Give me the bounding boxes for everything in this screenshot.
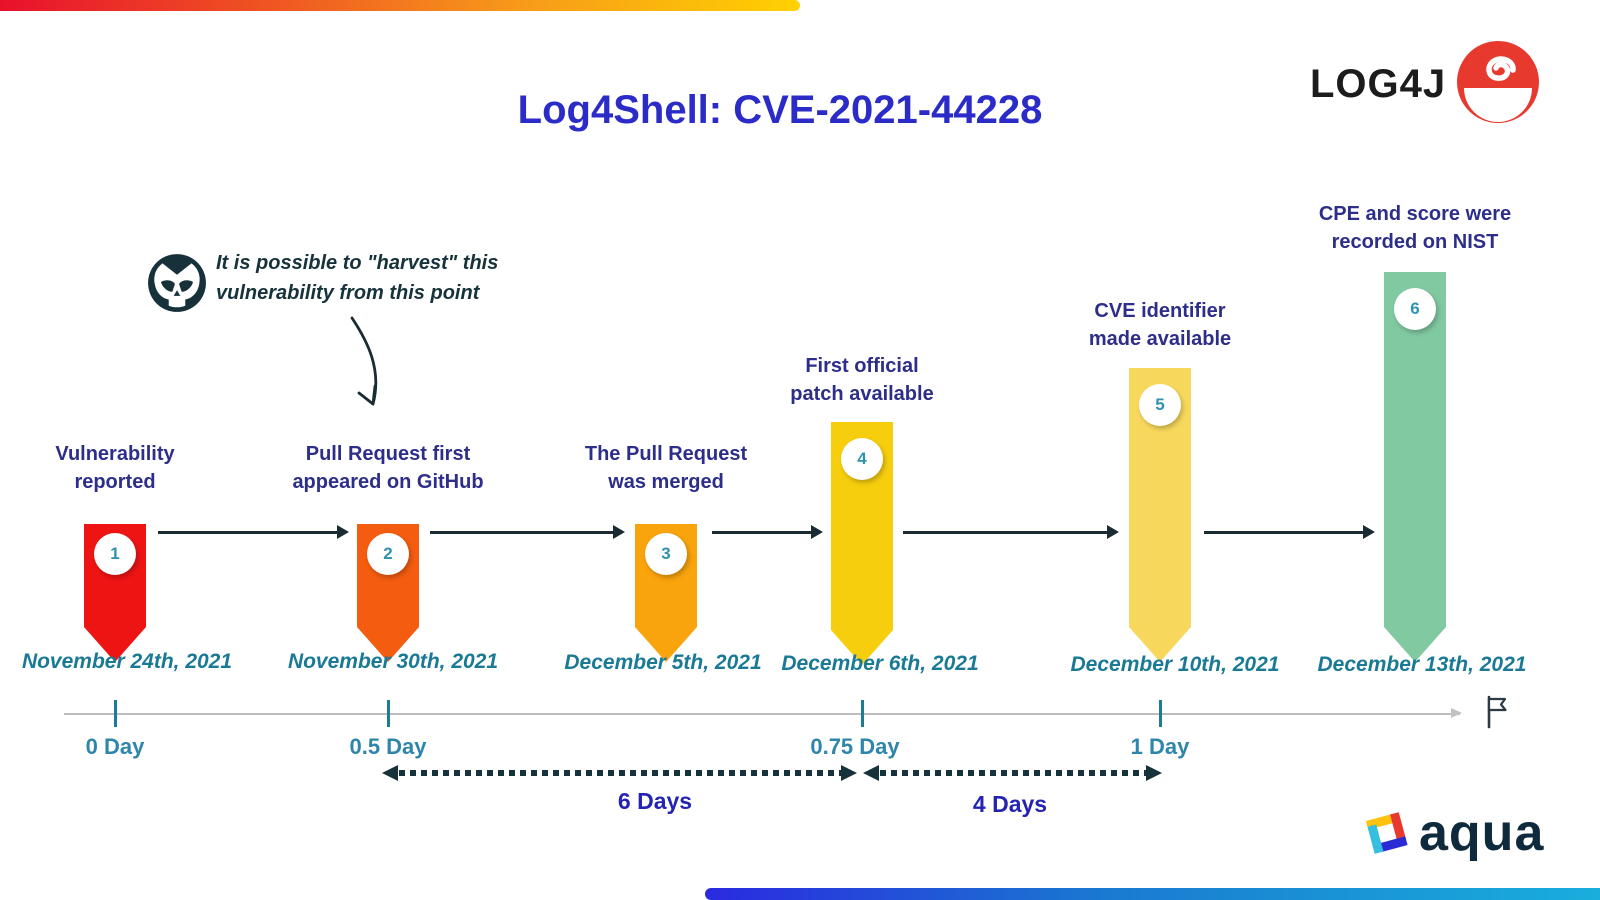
page-title: Log4Shell: CVE-2021-44228 xyxy=(517,88,1043,132)
axis-tick-3 xyxy=(861,700,864,727)
log4j-logo-text: LOG4J xyxy=(1310,62,1447,106)
connector-arrow-3-4 xyxy=(712,525,823,539)
banner-1-tip xyxy=(84,627,146,662)
marker-3-number-badge: 3 xyxy=(645,533,687,575)
event-label-4-line1: First official xyxy=(805,355,919,377)
annotation-line-2: vulnerability from this point xyxy=(216,282,480,304)
event-date-2: November 30th, 2021 xyxy=(287,650,499,673)
marker-2-number-badge: 2 xyxy=(367,533,409,575)
event-label-4: First official patch available xyxy=(752,352,972,408)
marker-5-number-badge: 5 xyxy=(1139,384,1181,426)
banner-3-tip xyxy=(635,627,697,662)
banner-5-tip xyxy=(1129,627,1191,662)
log4j-logo: LOG4J xyxy=(1310,40,1540,129)
duration-arrow-4-days-left-head xyxy=(863,765,879,781)
axis-tick-1 xyxy=(114,700,117,727)
day-label-1: 1 Day xyxy=(1130,734,1190,759)
curved-arrow-icon xyxy=(338,316,408,421)
timeline-marker-5: 5 xyxy=(1129,368,1191,662)
banner-6 xyxy=(1384,272,1446,627)
timeline-marker-2: 2 xyxy=(357,524,419,662)
day-label-05: 0.5 Day xyxy=(349,734,427,759)
day-label-0: 0 Day xyxy=(85,734,145,759)
event-label-3: The Pull Request was merged xyxy=(556,440,776,496)
aqua-logo-text: aqua xyxy=(1419,804,1545,862)
bottom-gradient-bar xyxy=(705,888,1600,900)
timeline-marker-1: 1 xyxy=(84,524,146,662)
event-date-3: December 5th, 2021 xyxy=(564,651,762,674)
marker-1-number-badge: 1 xyxy=(94,533,136,575)
duration-label-6-days: 6 Days xyxy=(617,788,693,814)
duration-arrow-6-days xyxy=(399,770,841,776)
aqua-logo: aqua xyxy=(1364,804,1545,863)
finish-flag-icon xyxy=(1482,694,1514,735)
timeline-marker-3: 3 xyxy=(635,524,697,662)
axis-tick-4 xyxy=(1159,700,1162,727)
axis-tick-2 xyxy=(387,700,390,727)
event-label-5-line1: CVE identifier xyxy=(1094,300,1226,322)
timeline-marker-6: 6 xyxy=(1384,272,1446,662)
duration-arrow-6-days-left-head xyxy=(382,765,398,781)
event-date-6: December 13th, 2021 xyxy=(1317,653,1527,676)
event-label-6-line2: recorded on NIST xyxy=(1331,231,1499,253)
marker-6-number-badge: 6 xyxy=(1394,288,1436,330)
event-label-3-line1: The Pull Request xyxy=(584,443,748,465)
day-label-075: 0.75 Day xyxy=(810,734,900,759)
top-gradient-bar xyxy=(0,0,800,11)
connector-arrow-2-3 xyxy=(430,525,625,539)
event-label-3-line2: was merged xyxy=(608,471,724,493)
event-date-5: December 10th, 2021 xyxy=(1070,653,1280,676)
connector-arrow-5-6 xyxy=(1204,525,1375,539)
connector-arrow-1-2 xyxy=(158,525,349,539)
event-label-2-line1: Pull Request first xyxy=(305,443,471,465)
annotation-text: It is possible to "harvest" this vulnera… xyxy=(216,248,536,308)
duration-arrow-4-days-right-head xyxy=(1146,765,1162,781)
connector-arrow-4-5 xyxy=(903,525,1119,539)
duration-arrow-6-days-right-head xyxy=(841,765,857,781)
log4j-bowl-icon xyxy=(1456,40,1540,129)
event-label-5: CVE identifier made available xyxy=(1048,297,1272,353)
duration-arrow-4-days xyxy=(880,770,1146,776)
event-label-2-line2: appeared on GitHub xyxy=(292,471,484,493)
event-label-6: CPE and score were recorded on NIST xyxy=(1283,200,1547,256)
event-date-1: November 24th, 2021 xyxy=(21,650,233,673)
event-label-1: Vulnerability reported xyxy=(5,440,225,496)
timeline-axis xyxy=(64,708,1462,718)
event-label-1-line1: Vulnerability xyxy=(55,443,175,465)
event-label-6-line1: CPE and score were xyxy=(1318,203,1512,225)
event-label-1-line2: reported xyxy=(74,471,156,493)
event-label-4-line2: patch available xyxy=(790,383,934,405)
hacker-skull-icon xyxy=(146,252,208,319)
duration-label-4-days: 4 Days xyxy=(972,791,1048,817)
event-date-4: December 6th, 2021 xyxy=(781,652,979,675)
aqua-cube-icon xyxy=(1364,810,1410,863)
banner-2-tip xyxy=(357,627,419,662)
banner-4-tip xyxy=(831,630,893,665)
event-label-2: Pull Request first appeared on GitHub xyxy=(277,440,499,496)
event-label-5-line2: made available xyxy=(1088,328,1232,350)
marker-4-number-badge: 4 xyxy=(841,438,883,480)
banner-6-tip xyxy=(1384,627,1446,662)
timeline-marker-4: 4 xyxy=(831,422,893,665)
annotation-line-1: It is possible to "harvest" this xyxy=(216,252,499,274)
